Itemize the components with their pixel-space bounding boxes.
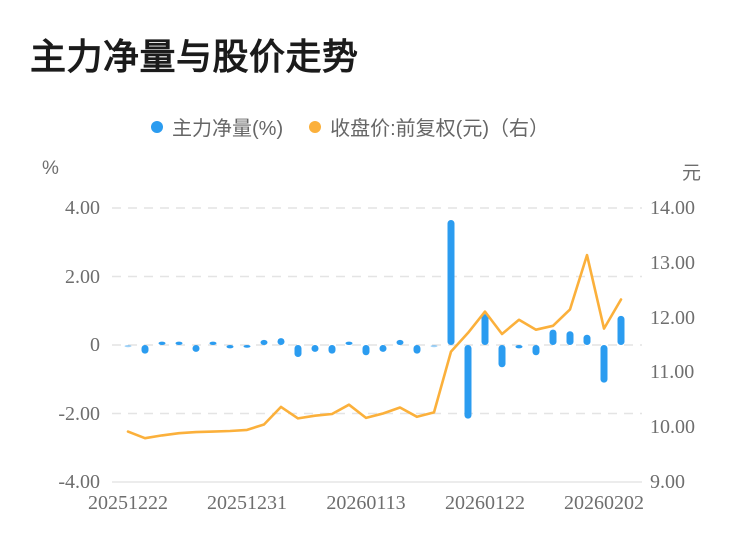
bar-main-net-volume (447, 219, 455, 345)
legend-dot-blue-icon (151, 120, 163, 133)
bar-main-net-volume (345, 341, 353, 345)
bar-main-net-volume (481, 314, 489, 345)
bar-main-net-volume (328, 345, 336, 354)
left-axis-tick-label: 0 (90, 334, 100, 356)
bar-main-net-volume (396, 339, 404, 345)
legend-dot-yellow-icon (309, 120, 322, 133)
bar-main-net-volume (226, 345, 234, 349)
left-axis-tick-label: -4.00 (58, 471, 100, 493)
bar-main-net-volume (515, 345, 523, 349)
bar-main-net-volume (532, 345, 540, 356)
bar-main-net-volume (413, 345, 421, 354)
right-axis-tick-label: 12.00 (650, 306, 695, 329)
bar-main-net-volume (362, 345, 370, 356)
bar-main-net-volume (294, 345, 302, 357)
bar-main-net-volume (311, 345, 319, 352)
bar-main-net-volume (175, 341, 183, 345)
bar-main-net-volume (379, 345, 387, 352)
bar-main-net-volume (617, 315, 625, 345)
right-axis-tick-label: 11.00 (650, 361, 695, 384)
x-axis-tick-label: 20251231 (207, 492, 287, 514)
x-axis-tick-label: 20260122 (445, 492, 525, 514)
bar-main-net-volume (464, 345, 472, 419)
legend-item-close-price[interactable]: 收盘价:前复权(元)（右） (309, 112, 549, 141)
left-axis-tick-label: -2.00 (58, 402, 100, 425)
bar-main-net-volume (124, 345, 132, 348)
left-axis-tick-label: 4.00 (65, 197, 100, 219)
bar-main-net-volume (260, 339, 268, 345)
legend: 主力净量(%) 收盘价:前复权(元)（右） (0, 112, 750, 141)
line-close-price (126, 253, 623, 440)
bar-main-net-volume (566, 331, 574, 345)
left-axis-unit: % (42, 158, 59, 179)
right-axis-tick-label: 10.00 (650, 416, 695, 439)
x-axis-tick-label: 20260202 (564, 492, 644, 514)
bar-main-net-volume (549, 329, 557, 345)
right-axis-tick-label: 9.00 (650, 471, 685, 493)
legend-item-main-net-volume[interactable]: 主力净量(%) (151, 112, 283, 141)
bar-main-net-volume (498, 345, 506, 368)
right-axis-tick-label: 14.00 (650, 197, 695, 219)
bar-main-net-volume (141, 345, 149, 354)
bar-main-net-volume (583, 334, 591, 345)
bar-main-net-volume (209, 341, 217, 345)
right-axis-unit: 元 (682, 163, 702, 184)
bar-main-net-volume (158, 341, 166, 345)
bar-main-net-volume (243, 345, 251, 348)
bar-main-net-volume (192, 345, 200, 352)
x-axis-tick-label: 20260113 (326, 492, 406, 514)
page-title: 主力净量与股价走势 (30, 36, 359, 77)
bar-main-net-volume (430, 345, 438, 348)
right-axis-tick-label: 13.00 (650, 251, 695, 274)
legend-label: 收盘价:前复权(元)（右） (330, 118, 549, 140)
legend-label: 主力净量(%) (172, 118, 284, 140)
bar-main-net-volume (277, 338, 285, 345)
bar-main-net-volume (600, 345, 608, 383)
x-axis-tick-label: 20251222 (88, 492, 168, 514)
left-axis-tick-label: 2.00 (65, 265, 100, 288)
